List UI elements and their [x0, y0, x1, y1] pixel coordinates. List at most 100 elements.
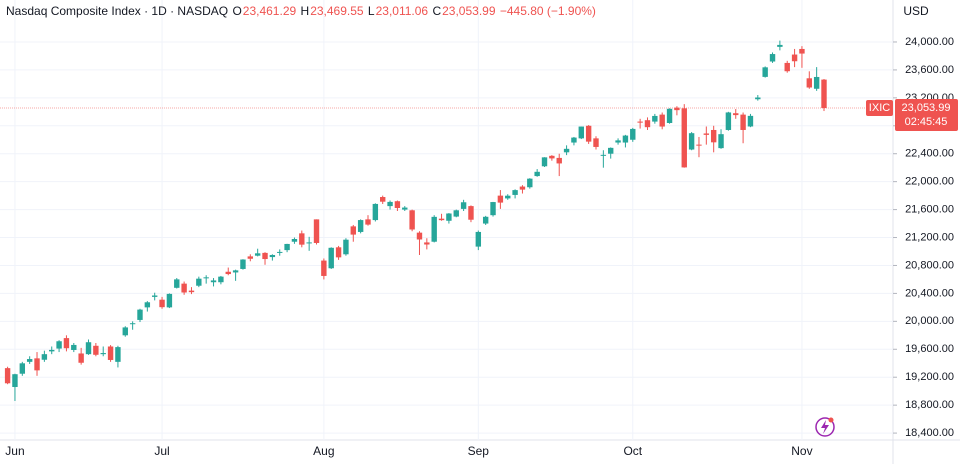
candle-body: [593, 138, 599, 147]
candle-body: [710, 129, 717, 143]
candle-body: [365, 219, 371, 225]
candle-body: [26, 359, 33, 362]
candle-body: [218, 276, 224, 283]
price-tag-label: 23,053.99: [902, 102, 951, 114]
currency[interactable]: USD: [903, 4, 929, 18]
change: −445.80 (−1.90%): [499, 4, 596, 18]
candle-body: [446, 213, 452, 221]
candle-body: [615, 140, 621, 143]
candle-body: [762, 67, 768, 77]
candle-body: [821, 79, 827, 109]
x-tick-label: Nov: [791, 444, 812, 458]
candle-body: [115, 347, 121, 362]
candle-body: [203, 277, 209, 279]
label: H: [300, 4, 310, 18]
label: O: [232, 4, 242, 18]
candle-body: [284, 243, 290, 251]
candle-body: [63, 338, 70, 349]
candle-body: [159, 299, 165, 308]
candle-body: [56, 341, 62, 349]
candle-body: [791, 54, 798, 62]
candle-body: [659, 114, 665, 127]
symbol-tag: [866, 100, 893, 117]
candle-body: [703, 133, 710, 135]
candle-body: [394, 201, 401, 208]
candle-body: [438, 218, 445, 221]
candle-body: [541, 157, 548, 167]
legend: Nasdaq Composite Index · 1D · NASDAQ O23…: [6, 4, 597, 18]
candle-body: [78, 353, 84, 363]
x-tick-label: Sep: [468, 444, 490, 458]
candle-body: [534, 171, 540, 177]
candle-body: [12, 374, 18, 387]
candle-body: [240, 259, 246, 269]
candle-body: [19, 363, 26, 374]
candle-body: [460, 202, 467, 209]
candle-body: [262, 252, 268, 260]
flash-icon[interactable]: [815, 417, 835, 437]
value: 23,469.55: [310, 4, 364, 18]
candle-body: [357, 220, 364, 232]
candle-body: [232, 270, 239, 273]
candle-body: [181, 283, 187, 293]
candle-body: [799, 48, 805, 54]
candle-body: [512, 190, 518, 195]
candle-body: [777, 44, 783, 47]
y-tick-label: 24,000.00: [905, 36, 954, 48]
x-tick-label: Aug: [313, 444, 334, 458]
candle-body: [696, 144, 702, 146]
candle-body: [321, 260, 327, 276]
candle-body: [527, 178, 533, 188]
candle-body: [4, 368, 11, 384]
candle-body: [49, 349, 55, 352]
candle-body: [490, 202, 496, 216]
price-tag: [895, 99, 958, 132]
candle-body: [571, 137, 577, 143]
value: 23,461.29: [242, 4, 297, 18]
candle-body: [93, 345, 99, 355]
candle-body: [769, 54, 776, 62]
symbol[interactable]: Nasdaq Composite Index · 1D · NASDAQ: [6, 4, 229, 18]
candle-body: [85, 342, 92, 355]
y-tick-label: 19,200.00: [905, 371, 954, 383]
candle-body: [482, 216, 489, 224]
candle-body: [630, 128, 636, 140]
y-tick-label: 22,000.00: [905, 176, 954, 188]
candle-body: [122, 327, 128, 336]
candle-body: [210, 280, 217, 283]
candle-body: [152, 295, 158, 297]
candle-body: [188, 290, 195, 293]
y-tick-label: 18,400.00: [905, 427, 954, 439]
candle-body: [277, 251, 283, 253]
candle-body: [556, 157, 562, 164]
candle-body: [578, 126, 584, 139]
candle-body: [622, 135, 629, 143]
candle-body: [740, 114, 746, 130]
candle-body: [549, 155, 555, 159]
candle-body: [269, 254, 276, 258]
x-tick-label: Jun: [5, 444, 24, 458]
candle-body: [166, 293, 173, 308]
y-tick-label: 20,000.00: [905, 315, 954, 327]
candle-body: [674, 107, 680, 111]
y-tick-label: 19,600.00: [905, 343, 954, 355]
countdown: 02:45:45: [905, 116, 948, 128]
candle-body: [299, 233, 305, 245]
candle-body: [424, 242, 430, 245]
candle-body: [107, 346, 114, 360]
candle-body: [343, 239, 349, 255]
label: L: [367, 4, 375, 18]
candle-body: [733, 113, 739, 116]
candle-body: [563, 148, 570, 153]
candle-body: [688, 133, 695, 150]
candle-body: [416, 232, 423, 240]
candle-body: [254, 253, 261, 256]
y-tick-label: 18,800.00: [905, 399, 954, 411]
candle-body: [247, 256, 254, 259]
candle-body: [100, 353, 106, 355]
candle-body: [755, 97, 761, 100]
candle-body: [409, 210, 415, 230]
label: C: [432, 4, 442, 18]
candle-body: [34, 358, 40, 371]
